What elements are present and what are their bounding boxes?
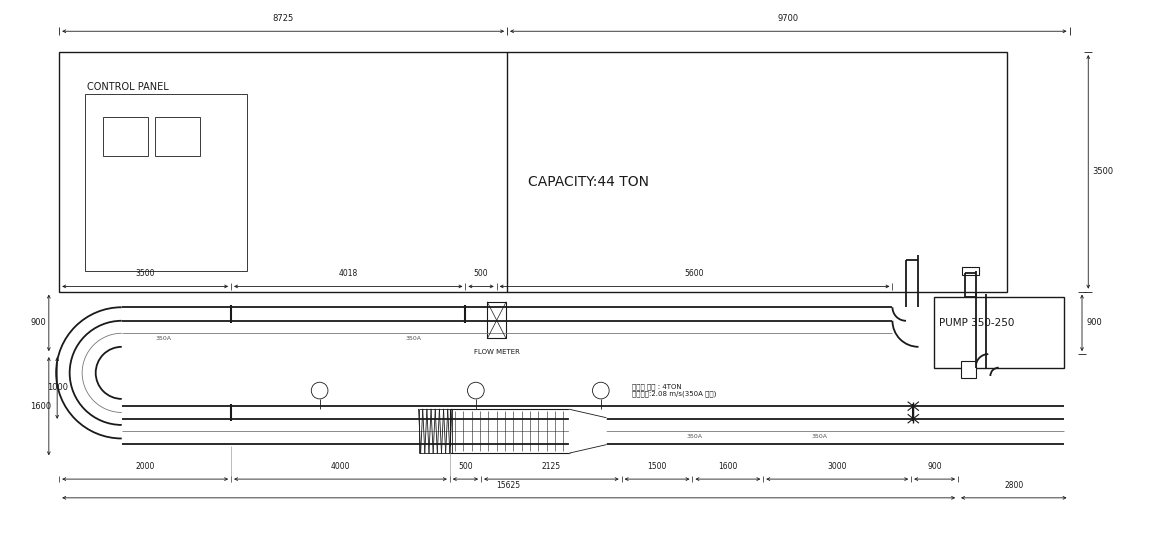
Bar xyxy=(450,410,570,453)
Text: 9700: 9700 xyxy=(777,14,799,23)
Text: 2125: 2125 xyxy=(542,462,561,471)
Text: 900: 900 xyxy=(30,319,46,327)
Text: 350A: 350A xyxy=(687,434,703,439)
Text: 350A: 350A xyxy=(405,336,421,341)
Text: 900: 900 xyxy=(927,462,942,471)
Bar xyxy=(86,94,247,271)
Bar xyxy=(487,302,506,338)
Text: PUMP 350-250: PUMP 350-250 xyxy=(940,318,1015,328)
Text: 5600: 5600 xyxy=(684,269,704,278)
Text: 900: 900 xyxy=(1086,319,1102,327)
Text: 500: 500 xyxy=(458,462,473,471)
Text: 1600: 1600 xyxy=(30,402,51,411)
Bar xyxy=(155,116,200,156)
Text: 2800: 2800 xyxy=(1005,480,1023,490)
Text: 1000: 1000 xyxy=(46,384,67,392)
Text: 500: 500 xyxy=(473,269,488,278)
Text: 2000: 2000 xyxy=(136,462,154,471)
Bar xyxy=(103,116,147,156)
Text: 3500: 3500 xyxy=(1093,167,1114,176)
Text: CAPACITY:44 TON: CAPACITY:44 TON xyxy=(528,176,648,189)
Text: 1600: 1600 xyxy=(718,462,738,471)
Text: 15625: 15625 xyxy=(496,480,521,490)
Bar xyxy=(934,297,1065,368)
Bar xyxy=(963,267,979,275)
Bar xyxy=(962,362,976,378)
Text: 4000: 4000 xyxy=(331,462,350,471)
Text: 배관내 물량 : 4TON
예상유속:2.08 m/s(350A 기준): 배관내 물량 : 4TON 예상유속:2.08 m/s(350A 기준) xyxy=(632,383,717,397)
Bar xyxy=(59,52,1007,291)
Text: 1500: 1500 xyxy=(647,462,667,471)
Text: 350A: 350A xyxy=(155,336,172,341)
Text: FLOW METER: FLOW METER xyxy=(473,349,520,355)
Text: 3000: 3000 xyxy=(827,462,847,471)
Text: 4018: 4018 xyxy=(339,269,358,278)
Polygon shape xyxy=(570,410,606,453)
Text: 3500: 3500 xyxy=(136,269,155,278)
Text: 350A: 350A xyxy=(812,434,827,439)
Text: 8725: 8725 xyxy=(273,14,293,23)
Text: CONTROL PANEL: CONTROL PANEL xyxy=(87,82,169,92)
